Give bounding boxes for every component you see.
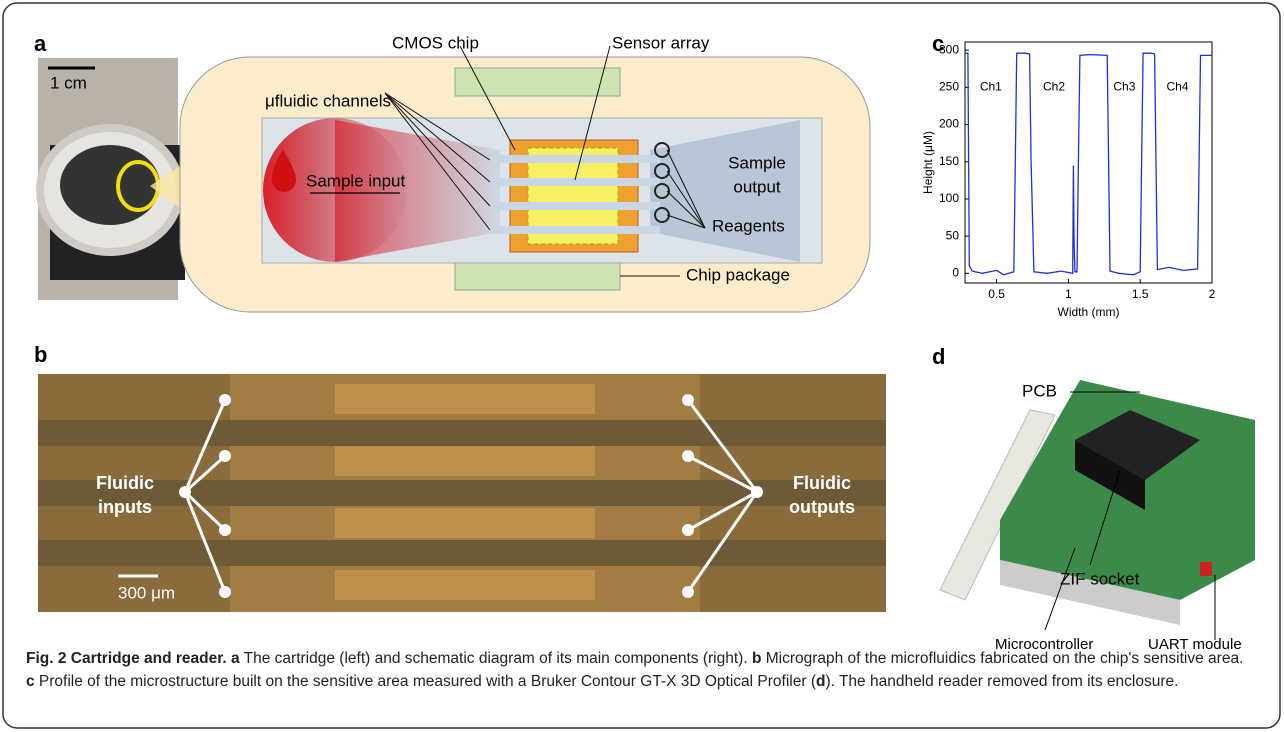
- caption-text: Micrograph of the microfluidics fabricat…: [761, 650, 1247, 667]
- caption-text: c: [26, 673, 35, 690]
- panel-letter: d: [932, 344, 945, 369]
- y-tick-label: 50: [946, 228, 960, 242]
- label: Sample input: [306, 171, 406, 190]
- caption-text: a: [231, 650, 240, 667]
- caption-text: The cartridge (left) and schematic diagr…: [240, 650, 752, 667]
- caption: Fig. 2 Cartridge and reader. a The cartr…: [26, 647, 1256, 693]
- x-tick-label: 2: [1209, 287, 1216, 301]
- label: Fluidic: [96, 473, 154, 493]
- label: PCB: [1022, 381, 1057, 400]
- figure-graphics: a b c d 1 cm: [0, 0, 1284, 732]
- y-tick-label: 200: [939, 117, 959, 131]
- label: Reagents: [712, 216, 785, 235]
- label: Sample: [728, 153, 786, 172]
- reader-photo: [940, 380, 1255, 640]
- x-tick-label: 1.5: [1132, 287, 1149, 301]
- channel-label: Ch2: [1043, 80, 1065, 94]
- y-tick-label: 150: [939, 154, 959, 168]
- channel-label: Ch4: [1167, 80, 1189, 94]
- caption-text: Fig. 2 Cartridge and reader.: [26, 650, 227, 667]
- label: ZIF socket: [1060, 569, 1140, 588]
- label: outputs: [789, 497, 855, 517]
- channel-label: Ch3: [1113, 80, 1135, 94]
- label: Sensor array: [612, 33, 710, 52]
- channel-label: Ch1: [980, 80, 1002, 94]
- caption-text: Profile of the microstructure built on t…: [35, 673, 816, 690]
- y-axis-label: Height (μM): [921, 131, 935, 194]
- label: Fluidic: [793, 473, 851, 493]
- x-tick-label: 1: [1065, 287, 1072, 301]
- x-axis-label: Width (mm): [1058, 305, 1120, 319]
- caption-text: b: [752, 650, 761, 667]
- y-tick-label: 0: [952, 266, 959, 280]
- label: output: [733, 177, 781, 196]
- y-tick-label: 250: [939, 80, 959, 94]
- plot-frame: [965, 42, 1212, 283]
- y-tick-label: 100: [939, 191, 959, 205]
- scale-bar-label: 1 cm: [50, 73, 87, 92]
- label: CMOS chip: [392, 33, 479, 52]
- caption-text: ). The handheld reader removed from its …: [825, 673, 1178, 690]
- label: inputs: [98, 497, 152, 517]
- label: Chip package: [686, 265, 790, 284]
- micrograph: [38, 374, 886, 612]
- label: μfluidic channels: [265, 91, 391, 110]
- x-tick-label: 0.5: [988, 287, 1005, 301]
- figure: a b c d 1 cm: [0, 0, 1284, 732]
- scale-bar-label: 300 μm: [118, 583, 175, 602]
- y-tick-label: 300: [939, 42, 959, 56]
- panel-letter: a: [34, 31, 47, 56]
- panel-letter: b: [34, 342, 47, 367]
